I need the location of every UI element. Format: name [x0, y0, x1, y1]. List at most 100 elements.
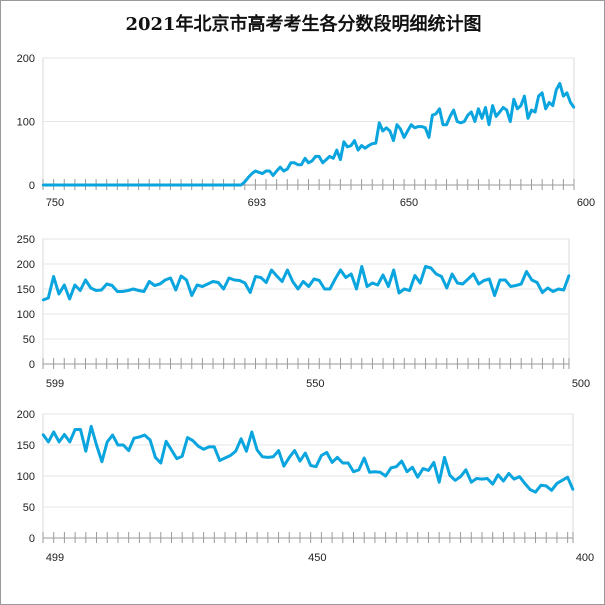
- data-point: [194, 183, 197, 187]
- data-point: [408, 289, 411, 292]
- data-point: [368, 471, 371, 474]
- data-point: [84, 450, 88, 453]
- data-point: [47, 296, 50, 300]
- data-point: [413, 274, 417, 277]
- data-point: [335, 148, 339, 152]
- data-point: [310, 159, 314, 163]
- data-point: [349, 272, 353, 276]
- data-point: [159, 461, 162, 465]
- data-point: [392, 139, 395, 142]
- data-point: [105, 183, 108, 187]
- data-point: [320, 454, 323, 457]
- data-point: [68, 297, 71, 301]
- data-point: [452, 108, 455, 112]
- data-point: [514, 284, 518, 287]
- data-point: [332, 157, 335, 160]
- data-point: [162, 183, 165, 187]
- data-point: [512, 477, 516, 481]
- data-point: [164, 278, 167, 282]
- data-point: [288, 456, 291, 459]
- data-point: [562, 94, 565, 98]
- data-point: [378, 121, 381, 124]
- data-point: [218, 183, 222, 187]
- data-point: [87, 183, 91, 187]
- data-point: [371, 281, 374, 285]
- data-point: [565, 91, 569, 95]
- data-point: [105, 282, 108, 286]
- data-point: [255, 448, 259, 452]
- data-point: [47, 440, 50, 444]
- data-point: [523, 482, 527, 485]
- data-point: [207, 445, 211, 449]
- data-point: [307, 285, 310, 288]
- data-point: [448, 115, 452, 118]
- y-tick-label: 100: [17, 117, 35, 129]
- data-point: [84, 183, 87, 187]
- data-point: [280, 280, 284, 283]
- data-point: [63, 283, 66, 287]
- data-point: [555, 88, 558, 91]
- data-point: [271, 174, 275, 177]
- data-point: [417, 125, 420, 128]
- data-point: [148, 183, 151, 187]
- data-point: [374, 141, 377, 145]
- data-point: [229, 454, 232, 457]
- data-point: [268, 169, 271, 173]
- data-point: [373, 470, 377, 473]
- data-point: [539, 484, 543, 487]
- data-point: [562, 288, 565, 292]
- data-point: [211, 280, 215, 283]
- series-line: [43, 81, 576, 187]
- data-point: [544, 107, 547, 111]
- data-point: [101, 183, 105, 187]
- data-point: [464, 468, 468, 471]
- data-point: [127, 449, 130, 452]
- data-point: [291, 280, 294, 283]
- data-point: [405, 470, 409, 473]
- data-point: [259, 276, 263, 279]
- y-tick-label: 0: [29, 533, 35, 545]
- data-point: [341, 461, 344, 465]
- data-point: [151, 183, 154, 187]
- data-point: [561, 479, 564, 482]
- data-point: [379, 471, 382, 474]
- data-point: [427, 469, 430, 472]
- data-point: [357, 468, 361, 471]
- data-point: [278, 166, 282, 169]
- data-point: [302, 280, 305, 283]
- data-point: [111, 433, 114, 437]
- data-point: [424, 265, 427, 268]
- data-point: [392, 268, 395, 272]
- data-point: [264, 281, 268, 284]
- data-point: [48, 183, 52, 187]
- data-point: [91, 183, 94, 187]
- data-point: [360, 144, 363, 147]
- data-point: [201, 285, 204, 288]
- data-point: [346, 145, 349, 149]
- data-point: [502, 479, 505, 483]
- data-point: [318, 279, 321, 282]
- data-point: [493, 294, 496, 297]
- data-point: [545, 484, 548, 488]
- data-point: [275, 169, 278, 173]
- data-point: [434, 112, 438, 116]
- data-point: [215, 183, 218, 187]
- data-point: [323, 287, 326, 291]
- data-point: [63, 183, 66, 187]
- data-point: [79, 428, 82, 431]
- data-point: [482, 279, 486, 282]
- data-point: [455, 120, 459, 123]
- data-point: [73, 283, 77, 287]
- data-point: [525, 270, 528, 273]
- data-point: [448, 474, 452, 477]
- data-point: [466, 113, 469, 117]
- data-point: [541, 291, 544, 294]
- data-point: [381, 273, 385, 277]
- data-point: [144, 183, 147, 187]
- data-point: [402, 136, 406, 139]
- y-tick-label: 150: [17, 284, 35, 296]
- data-point: [257, 171, 261, 174]
- data-point: [80, 183, 84, 187]
- data-point: [223, 456, 227, 460]
- data-point: [397, 291, 401, 295]
